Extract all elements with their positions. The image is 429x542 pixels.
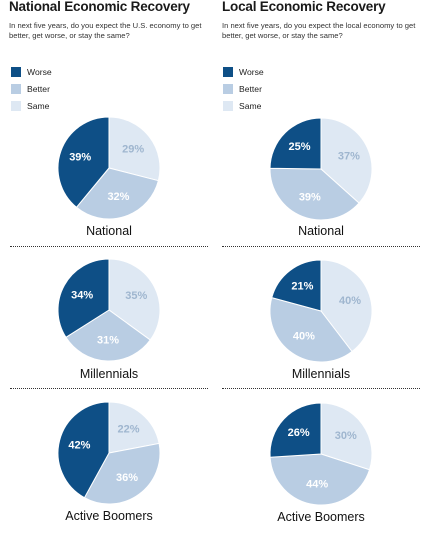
pie-data-label-worse: 42% [68, 439, 90, 451]
pie-local-economy-millennials: 40% 40% 21% [269, 259, 373, 363]
legend-item-better: Better [11, 80, 52, 97]
pie-slice-same [320, 402, 373, 471]
legend-label-better: Better [27, 83, 50, 94]
legend-swatch-better [11, 83, 21, 94]
legend-swatch-worse [223, 66, 233, 77]
pie-slice-same [108, 116, 161, 182]
pie-slice-better [269, 453, 371, 506]
pie-slice-worse [271, 259, 322, 312]
divider-left-2 [10, 388, 208, 389]
pie-national-economy-active-boomers: 22% 36% 42% [57, 401, 161, 505]
pie-data-label-worse: 34% [71, 289, 93, 301]
pie-national-economy-millennials: 35% 31% 34% [57, 258, 161, 362]
pie-slice-same [108, 258, 161, 341]
pie-slice-worse [57, 401, 110, 499]
pie-data-label-worse: 26% [288, 427, 310, 439]
pie-label-national-economy-millennials: Millennials [79, 367, 139, 381]
pie-slice-better [269, 297, 353, 363]
pie-data-label-same: 35% [125, 290, 147, 302]
pie-label-local-economy-active-boomers: Active Boomers [277, 510, 365, 524]
divider-right-1 [222, 246, 420, 247]
pie-data-label-better: 32% [107, 191, 129, 203]
pie-data-label-same: 40% [339, 295, 361, 307]
pie-data-label-worse: 25% [289, 141, 311, 153]
pie-slice-better [83, 442, 161, 505]
legend-local: Worse Better Same [223, 63, 264, 114]
pie-slice-worse [57, 258, 110, 339]
panel-title-national: National Economic Recovery [9, 0, 190, 14]
legend-label-better: Better [239, 83, 262, 94]
pie-data-label-same: 37% [338, 151, 360, 163]
legend-label-worse: Worse [27, 66, 52, 77]
pie-data-label-better: 31% [97, 335, 119, 347]
pie-data-label-better: 36% [116, 472, 138, 484]
legend-national: Worse Better Same [11, 63, 52, 114]
legend-label-same: Same [239, 100, 262, 111]
pie-slice-worse [269, 117, 322, 170]
pie-data-label-same: 22% [117, 423, 139, 435]
pie-data-label-better: 44% [306, 478, 328, 490]
panel-question-national: In next five years, do you expect the U.… [9, 21, 202, 41]
pie-data-label-worse: 39% [69, 152, 91, 164]
legend-item-same: Same [11, 97, 52, 114]
legend-swatch-same [11, 100, 21, 111]
legend-item-worse: Worse [223, 63, 264, 80]
legend-swatch-better [223, 83, 233, 94]
pie-label-local-economy-national: National [298, 224, 344, 238]
divider-left-1 [10, 246, 208, 247]
pie-slice-better [269, 167, 360, 221]
legend-label-worse: Worse [239, 66, 264, 77]
pie-label-national-economy-active-boomers: Active Boomers [65, 509, 153, 523]
panel-question-local: In next five years, do you expect the lo… [222, 21, 416, 41]
legend-item-better: Better [223, 80, 264, 97]
pie-local-economy-active-boomers: 30% 44% 26% [269, 402, 373, 506]
pie-data-label-same: 29% [122, 143, 144, 155]
legend-swatch-same [223, 100, 233, 111]
panel-title-local: Local Economic Recovery [222, 0, 386, 14]
pie-data-label-worse: 21% [291, 281, 313, 293]
pie-local-economy-national: 37% 39% 25% [269, 117, 373, 221]
pie-slice-worse [269, 402, 322, 458]
legend-item-worse: Worse [11, 63, 52, 80]
divider-right-2 [222, 388, 420, 389]
pie-data-label-same: 30% [335, 430, 357, 442]
pie-label-local-economy-millennials: Millennials [291, 367, 351, 381]
legend-item-same: Same [223, 97, 264, 114]
pie-slice-better [65, 309, 151, 362]
pie-slice-same [108, 401, 160, 454]
legend-swatch-worse [11, 66, 21, 77]
pie-slice-same [320, 259, 373, 353]
pie-slice-better [75, 167, 160, 220]
pie-slice-worse [57, 116, 110, 209]
pie-data-label-better: 40% [293, 330, 315, 342]
pie-national-economy-national: 29% 32% 39% [57, 116, 161, 220]
pie-data-label-better: 39% [299, 191, 321, 203]
legend-label-same: Same [27, 100, 50, 111]
pie-label-national-economy-national: National [86, 224, 132, 238]
pie-slice-same [320, 117, 373, 204]
